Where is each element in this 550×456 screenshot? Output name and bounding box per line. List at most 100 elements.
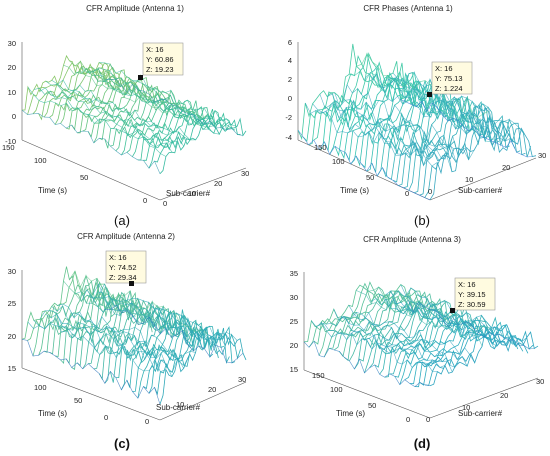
panel-a-z-tick: 30 — [8, 39, 16, 48]
surface-mesh-cross-line — [370, 298, 498, 347]
panel-d-subcarrier-tick: 20 — [500, 391, 508, 400]
surface-mesh-cross-line — [312, 102, 445, 166]
panel-d-subcarrier-label: Sub-carrier# — [458, 409, 503, 418]
panel-d-datatip-z: Z: 30.59 — [458, 300, 486, 309]
surface-mesh-cross-line — [356, 53, 489, 119]
panel-a-datatip-z: Z: 19.23 — [146, 65, 174, 74]
panel-d-axes — [303, 272, 539, 419]
surface-mesh-line — [148, 114, 236, 169]
panel-d-datatip: X: 16 Y: 39.15 Z: 30.59 — [450, 277, 496, 313]
panel-b-subcarrier-label: Sub-carrier# — [458, 186, 503, 195]
panel-d-time-ticks: 150 100 50 0 — [312, 371, 410, 424]
panel-b-z-ticks: -4 -2 0 2 4 6 — [285, 38, 292, 142]
panel-d-time-tick: 0 — [406, 415, 410, 424]
panel-b-datatip: X: 16 Y: 75.13 Z: 1.224 — [427, 61, 473, 97]
panel-c-datatip-box — [105, 250, 147, 284]
panel-a-subcarrier-tick: 0 — [163, 199, 167, 208]
panel-a-datatip-box — [142, 42, 184, 76]
surface-mesh-cross-line — [45, 313, 184, 369]
surface-mesh-line — [132, 315, 219, 392]
panel-a-z-tick: -10 — [5, 137, 16, 146]
surface-mesh-cross-line — [33, 87, 173, 153]
surface-mesh-line — [313, 52, 421, 141]
surface-mesh-cross-line — [104, 78, 244, 136]
panel-d-surface — [303, 281, 539, 388]
panel-a-time-tick: 150 — [2, 143, 15, 152]
panel-a-title: CFR Amplitude (Antenna 1) — [86, 4, 184, 13]
surface-mesh-line — [82, 80, 170, 132]
panel-b-time-tick: 0 — [405, 189, 409, 198]
panel-c-label: (c) — [114, 436, 130, 451]
panel-c-z-tick: 15 — [8, 364, 16, 373]
panel-c-time-ticks: 100 50 0 — [34, 383, 108, 422]
panel-d-subcarrier-tick: 10 — [462, 403, 470, 412]
panel-a-label: (a) — [114, 213, 130, 228]
panel-d-z-tick: 15 — [290, 365, 298, 374]
panel-c-datatip-marker — [129, 281, 134, 286]
panel-d-label: (d) — [414, 436, 431, 451]
panel-b-subcarrier-tick: 20 — [502, 163, 510, 172]
surface-mesh-cross-line — [334, 92, 467, 163]
panel-d-time-axis-line — [303, 369, 431, 419]
panel-a-datatip: X: 16 Y: 60.86 Z: 19.23 — [138, 42, 184, 80]
surface-mesh-line — [159, 113, 247, 174]
panel-a-subcarrier-tick: 10 — [188, 189, 196, 198]
surface-mesh-cross-line — [81, 289, 220, 351]
panel-d-z-tick: 20 — [290, 341, 298, 350]
panel-d-datatip-box — [454, 277, 496, 311]
panel-c-time-tick: 100 — [34, 383, 47, 392]
panel-b-time-tick: 100 — [332, 157, 345, 166]
panel-b-datatip-x: X: 16 — [435, 64, 453, 73]
surface-mesh-line — [424, 104, 532, 198]
surface-mesh-cross-line — [27, 321, 167, 373]
surface-mesh-line — [109, 306, 197, 383]
surface-mesh-cross-line — [75, 67, 214, 128]
surface-mesh-cross-line — [21, 109, 161, 174]
panel-a-time-ticks: 150 100 50 0 — [2, 143, 147, 205]
panel-b-label: (b) — [414, 213, 430, 228]
surface-mesh-cross-line — [305, 102, 438, 167]
surface-mesh-cross-line — [98, 283, 238, 341]
panel-a-subcarrier-axis-line — [159, 167, 247, 201]
panel-c-time-label: Time (s) — [38, 409, 67, 418]
panel-a-z-tick: 10 — [8, 88, 16, 97]
panel-a-axes — [21, 42, 247, 201]
panel-d-time-tick: 100 — [330, 385, 343, 394]
panel-b-surface — [297, 43, 537, 201]
panel-d: CFR Amplitude (Antenna 3) 15 20 25 30 35… — [290, 235, 545, 451]
surface-mesh-cross-line — [341, 83, 475, 161]
panel-a-subcarrier-label: Sub-carrier# — [166, 189, 211, 198]
panel-c-subcarrier-tick: 20 — [208, 385, 216, 394]
panel-a-datatip-marker — [138, 75, 143, 80]
panel-a-z-ticks: -10 0 10 20 30 — [5, 39, 16, 146]
panel-a-z-tick: 0 — [12, 112, 16, 121]
panel-d-datatip-x: X: 16 — [458, 280, 476, 289]
surface-mesh-line — [382, 90, 489, 178]
panel-c-subcarrier-label: Sub-carrier# — [156, 403, 201, 412]
surface-mesh-line — [77, 77, 164, 134]
panel-d-time-tick: 50 — [368, 401, 376, 410]
panel-d-z-tick: 35 — [290, 269, 298, 278]
surface-mesh-cross-line — [378, 79, 511, 142]
panel-c-datatip: X: 16 Y: 74.52 Z: 29.34 — [105, 250, 147, 286]
panel-d-subcarrier-ticks: 0 10 20 30 — [426, 377, 544, 424]
surface-mesh-cross-line — [87, 68, 226, 132]
surface-mesh-cross-line — [385, 290, 513, 346]
surface-mesh-cross-line — [303, 340, 431, 387]
panel-d-z-tick: 25 — [290, 317, 298, 326]
panel-d-datatip-marker — [450, 308, 455, 313]
surface-mesh-cross-line — [393, 290, 520, 346]
surface-mesh-cross-line — [69, 270, 208, 335]
panel-a-time-axis-line — [21, 139, 161, 201]
panel-b-time-tick: 150 — [314, 143, 327, 152]
panel-c-axes — [21, 270, 247, 421]
panel-d-z-tick: 30 — [290, 293, 298, 302]
panel-b-subcarrier-axis-line — [429, 157, 537, 201]
surface-mesh-cross-line — [33, 317, 173, 377]
surface-mesh-line — [87, 82, 175, 139]
panel-a-subcarrier-tick: 20 — [214, 179, 222, 188]
panel-c-title: CFR Amplitude (Antenna 2) — [77, 232, 175, 241]
panel-c-datatip-x: X: 16 — [109, 253, 127, 262]
surface-mesh-cross-line — [392, 71, 526, 136]
panel-a-subcarrier-ticks: 0 10 20 30 — [163, 169, 249, 208]
